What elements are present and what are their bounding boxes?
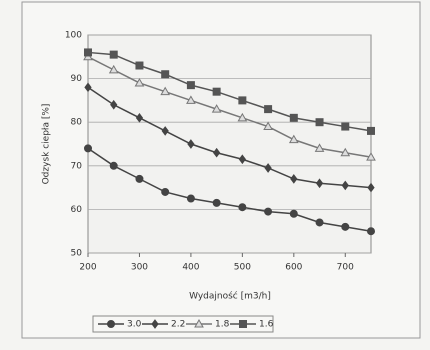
marker [161,126,169,136]
series-line [87,147,372,232]
legend-label: 1.6 [259,320,274,330]
marker [108,64,119,74]
legend-frame [92,315,274,333]
legend-label: 3.0 [127,320,142,330]
marker [263,121,273,131]
marker [315,118,324,127]
marker [341,222,350,231]
marker [211,104,222,113]
y-tick-label: 50 [71,249,83,259]
x-tick-label: 700 [337,263,354,273]
x-tick-label: 400 [182,263,199,273]
marker [186,81,195,90]
marker [237,112,248,122]
marker [366,152,376,161]
marker [340,147,351,157]
marker [341,122,350,131]
marker [314,143,325,152]
marker [84,82,92,93]
series-line [87,51,372,132]
legend-label: 2.2 [171,320,185,330]
y-tick-label: 70 [71,161,83,171]
marker [212,198,221,207]
marker [107,320,115,328]
marker [187,139,195,149]
legend-label: 1.8 [215,320,230,330]
marker [134,77,145,87]
marker [238,203,247,212]
marker [315,218,324,227]
marker [290,174,298,184]
marker [160,86,171,96]
marker [264,105,273,114]
marker [84,48,92,57]
marker [186,194,195,203]
y-tick-label: 100 [65,31,82,41]
y-tick-label: 60 [71,205,83,215]
marker [109,161,118,170]
marker [367,126,375,135]
marker [315,178,324,189]
series-line [87,56,372,158]
x-tick-label: 600 [285,263,302,273]
marker [109,50,118,59]
marker [289,113,298,122]
x-tick-label: 200 [79,263,96,273]
y-axis-label: Odzysk ciepła [%] [42,104,52,185]
marker [341,180,349,191]
marker [238,154,246,165]
marker [194,318,204,328]
plot-area [87,34,372,254]
x-axis-label: Wydajność [m3/h] [189,291,271,302]
series-line [87,86,372,189]
marker [186,95,196,104]
marker [161,70,170,79]
marker [151,319,159,329]
marker [110,99,118,110]
y-tick-label: 80 [71,118,83,128]
marker [135,113,144,123]
marker [135,61,144,70]
marker [367,182,375,193]
marker [367,227,375,236]
marker [264,163,272,173]
marker [212,87,221,96]
marker [84,144,92,153]
x-tick-label: 300 [131,263,148,273]
marker [264,207,273,216]
marker [239,320,247,328]
marker [238,96,247,105]
y-tick-label: 90 [71,74,83,84]
marker [135,174,144,183]
marker [288,134,299,144]
x-tick-label: 500 [234,263,251,273]
marker [213,147,221,158]
marker [289,209,298,218]
marker [161,187,170,196]
